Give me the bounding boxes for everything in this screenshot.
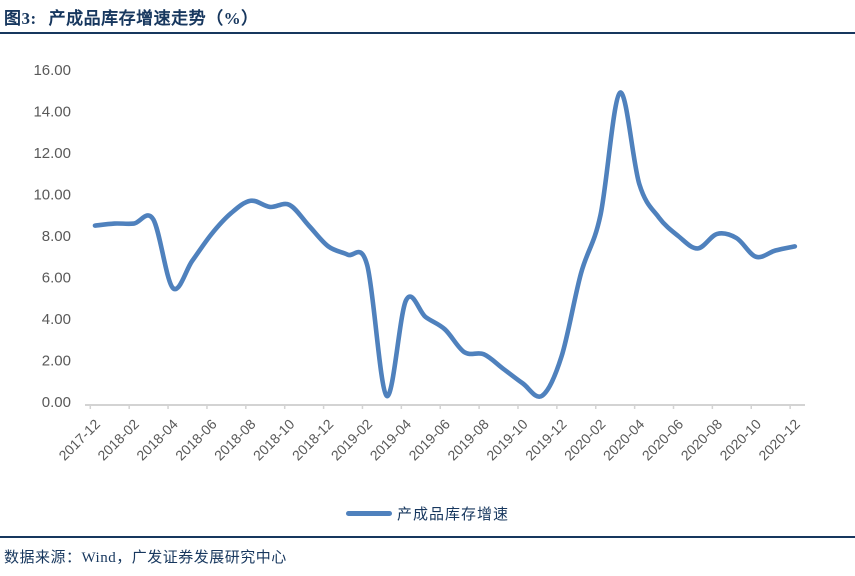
x-tick-label: 2019-04 <box>367 416 415 464</box>
x-tick-label: 2018-02 <box>94 416 142 464</box>
x-tick-label: 2018-08 <box>211 416 259 464</box>
figure-number: 图3: <box>4 9 37 28</box>
x-tick-label: 2020-08 <box>678 416 726 464</box>
legend-line-swatch <box>345 510 392 516</box>
y-tick-label: 6.00 <box>42 270 71 287</box>
x-tick-label: 2018-10 <box>250 416 298 464</box>
x-tick-label: 2018-12 <box>289 416 337 464</box>
y-tick-label: 12.00 <box>33 145 71 162</box>
y-tick-label: 4.00 <box>42 311 71 328</box>
line-chart-canvas: 0.00 2.00 4.00 6.00 8.00 10.00 12.00 14.00 16.00… <box>33 62 805 464</box>
title-divider <box>0 32 855 34</box>
x-tick-label: 2020-02 <box>561 416 609 464</box>
figure-title-text: 产成品库存增速走势（%） <box>48 9 259 28</box>
y-tick-label: 16.00 <box>33 62 71 79</box>
y-tick-label: 0.00 <box>42 394 71 411</box>
x-tick-label: 2019-06 <box>405 416 453 464</box>
series-line <box>92 90 798 399</box>
x-tick-label: 2020-12 <box>755 416 803 464</box>
y-tick-label: 2.00 <box>42 353 71 370</box>
y-tick-label: 14.00 <box>33 104 71 121</box>
x-tick-label: 2020-04 <box>600 416 648 464</box>
x-tick-label: 2018-06 <box>172 416 220 464</box>
chart-title: 图3: 产成品库存增速走势（%） <box>4 4 259 29</box>
x-tick-label: 2019-02 <box>328 416 376 464</box>
x-tick-label: 2020-06 <box>639 416 687 464</box>
x-tick-label: 2020-10 <box>716 416 764 464</box>
x-tick-label: 2018-04 <box>133 416 181 464</box>
x-tick-label: 2019-12 <box>522 416 570 464</box>
footer-divider <box>0 536 855 538</box>
y-tick-label: 8.00 <box>42 228 71 245</box>
chart-legend: 产成品库存增速 <box>0 502 855 524</box>
y-tick-label: 10.00 <box>33 187 71 204</box>
x-tick-label: 2017-12 <box>55 416 103 464</box>
x-tick-label: 2019-10 <box>483 416 531 464</box>
legend-label: 产成品库存增速 <box>396 506 509 523</box>
x-tick-label: 2019-08 <box>444 416 492 464</box>
data-source-text: 数据来源：Wind，广发证券发展研究中心 <box>4 550 287 566</box>
